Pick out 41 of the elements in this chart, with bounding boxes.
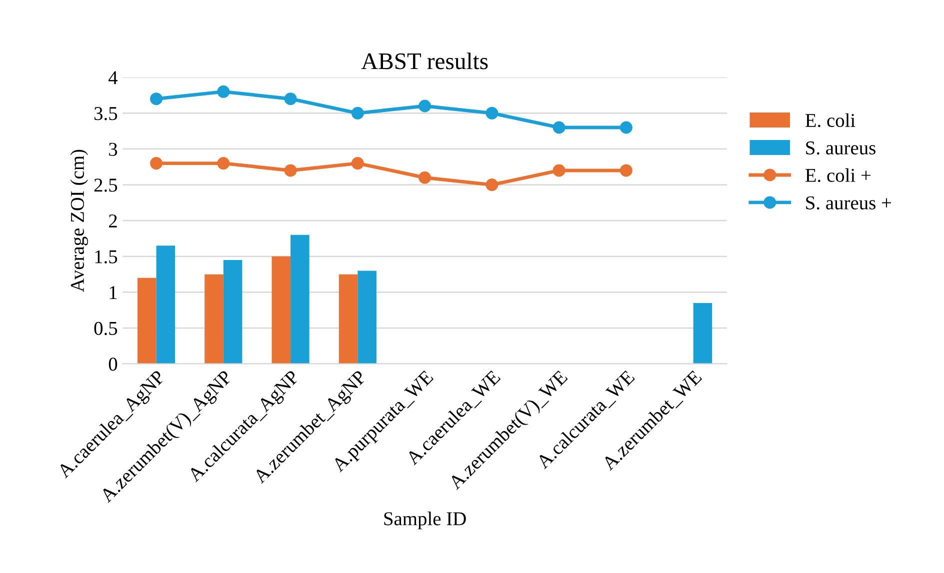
- bar: [338, 274, 358, 364]
- point: [217, 85, 230, 98]
- point: [150, 92, 163, 106]
- y-tick-label: 3: [109, 142, 118, 156]
- bar: [204, 274, 224, 364]
- point: [552, 164, 566, 177]
- bar: [223, 260, 242, 364]
- bar: [693, 302, 712, 364]
- point: [486, 178, 498, 192]
- bar: [272, 256, 291, 364]
- y-tick-label: 1.5: [95, 250, 118, 264]
- point: [150, 157, 163, 170]
- bar: [290, 234, 310, 364]
- legend-label: S. aureus +: [806, 196, 892, 210]
- legend-label: E. coli +: [805, 168, 870, 182]
- bar: [137, 278, 156, 364]
- point: [418, 171, 432, 184]
- bar: [358, 270, 376, 364]
- point: [217, 157, 230, 170]
- point: [418, 100, 432, 112]
- point: [351, 106, 364, 120]
- point: [351, 157, 364, 170]
- y-tick-label: 2.5: [94, 178, 118, 192]
- y-tick-label: 3.5: [94, 107, 118, 120]
- bar: [156, 246, 176, 364]
- point: [552, 121, 566, 134]
- y-tick-label: 1: [110, 286, 117, 299]
- point: [620, 121, 632, 134]
- y-tick-label: 0.5: [94, 322, 118, 336]
- point: [486, 106, 498, 120]
- legend-label: E. coli: [805, 113, 856, 128]
- point: [620, 164, 632, 177]
- point: [284, 164, 297, 177]
- chart-title: ABST results: [361, 52, 488, 70]
- x-axis-title: Sample ID: [384, 512, 466, 530]
- legend-label: S. aureus: [806, 141, 876, 155]
- y-tick-label: 0: [108, 358, 118, 371]
- y-tick-label: 4: [108, 71, 118, 84]
- y-tick-label: 2: [108, 214, 117, 228]
- point: [284, 92, 297, 106]
- y-axis-title: Average ZOI (cm): [70, 150, 88, 292]
